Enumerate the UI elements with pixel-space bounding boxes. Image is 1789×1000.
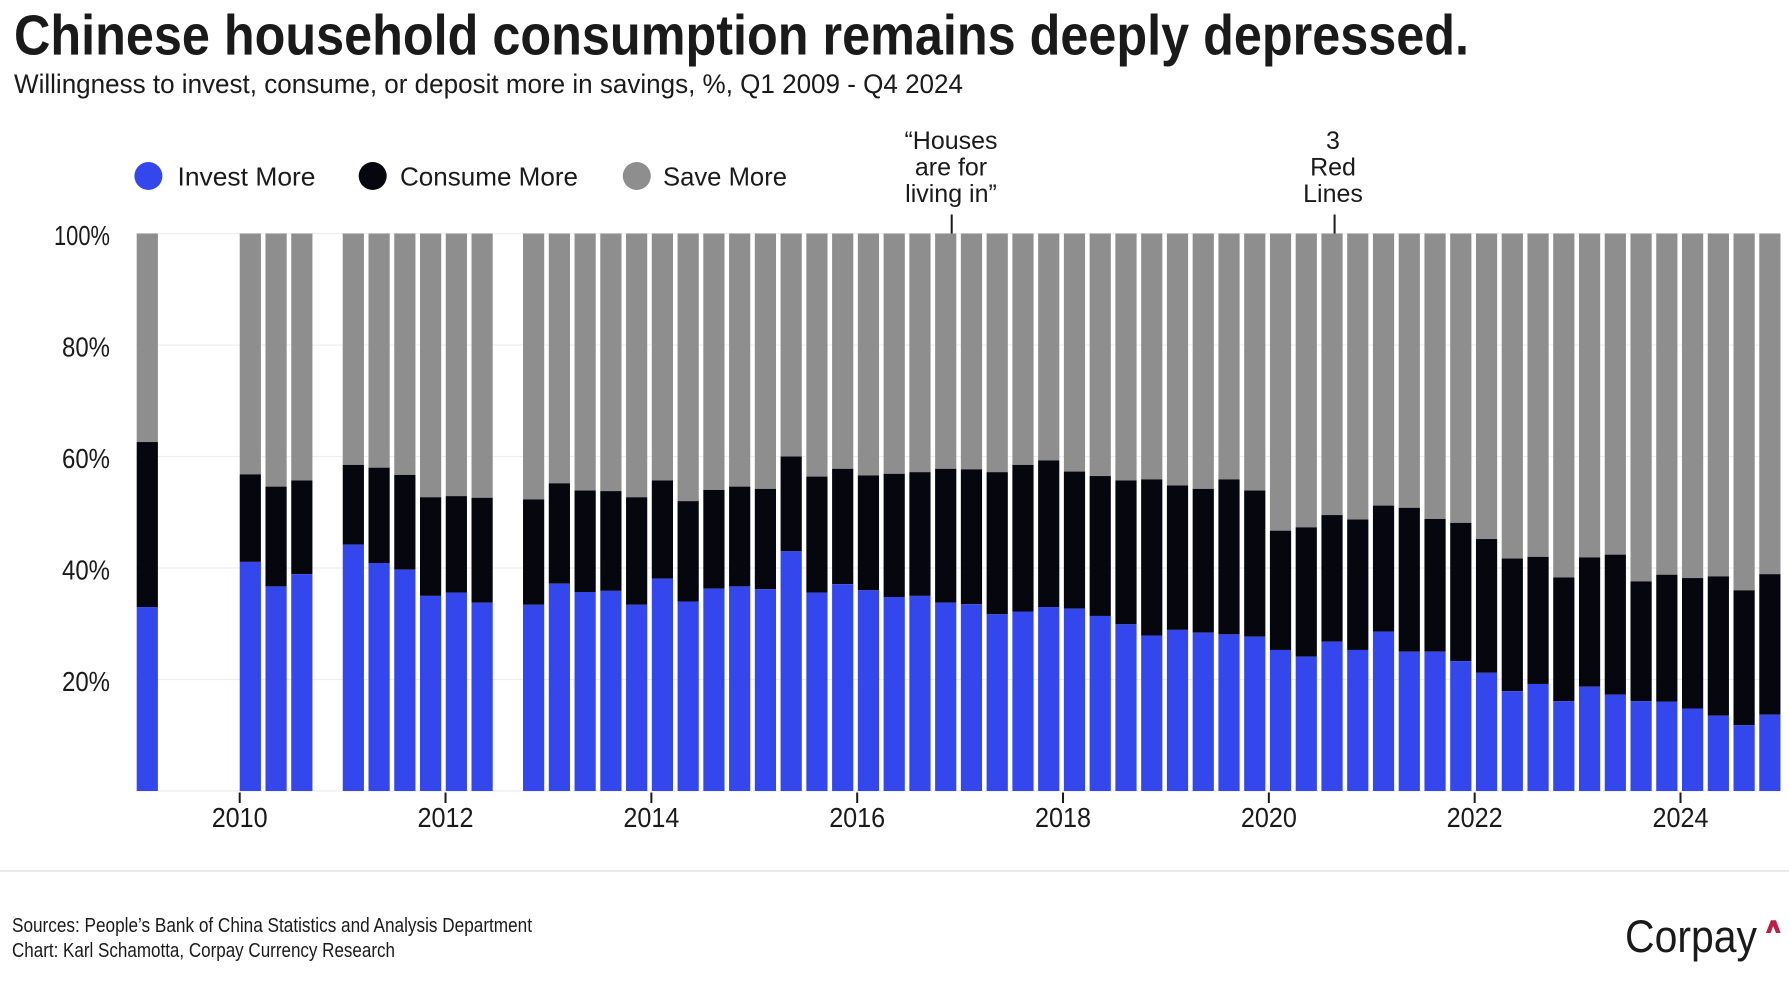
svg-text:Chart: Karl Schamotta, Corpay: Chart: Karl Schamotta, Corpay Currency R… [12, 940, 395, 962]
svg-text:2012: 2012 [418, 802, 474, 833]
svg-text:2014: 2014 [623, 802, 679, 833]
svg-text:2018: 2018 [1035, 802, 1091, 833]
svg-text:Save More: Save More [663, 162, 787, 192]
svg-text:“Houses: “Houses [904, 127, 997, 155]
svg-text:2010: 2010 [212, 802, 268, 833]
svg-text:Red: Red [1310, 154, 1356, 182]
svg-text:Sources: People’s Bank of Chin: Sources: People’s Bank of China Statisti… [12, 915, 532, 937]
svg-text:60%: 60% [62, 443, 110, 474]
svg-text:are for: are for [915, 154, 987, 182]
svg-text:Consume More: Consume More [400, 162, 578, 192]
svg-text:80%: 80% [62, 332, 110, 363]
svg-text:Lines: Lines [1303, 180, 1363, 208]
svg-text:Invest More: Invest More [178, 162, 316, 192]
svg-text:Corpay: Corpay [1625, 911, 1757, 962]
svg-text:100%: 100% [54, 220, 110, 251]
svg-text:40%: 40% [62, 555, 110, 586]
svg-text:living in”: living in” [905, 180, 997, 208]
svg-text:2022: 2022 [1447, 802, 1503, 833]
svg-text:3: 3 [1326, 127, 1340, 155]
svg-text:Willingness to invest, consume: Willingness to invest, consume, or depos… [14, 69, 963, 99]
svg-text:2016: 2016 [829, 802, 885, 833]
svg-text:20%: 20% [62, 666, 110, 697]
svg-text:Chinese household consumption: Chinese household consumption remains de… [14, 4, 1469, 67]
svg-text:2020: 2020 [1241, 802, 1297, 833]
svg-text:2024: 2024 [1653, 802, 1709, 833]
